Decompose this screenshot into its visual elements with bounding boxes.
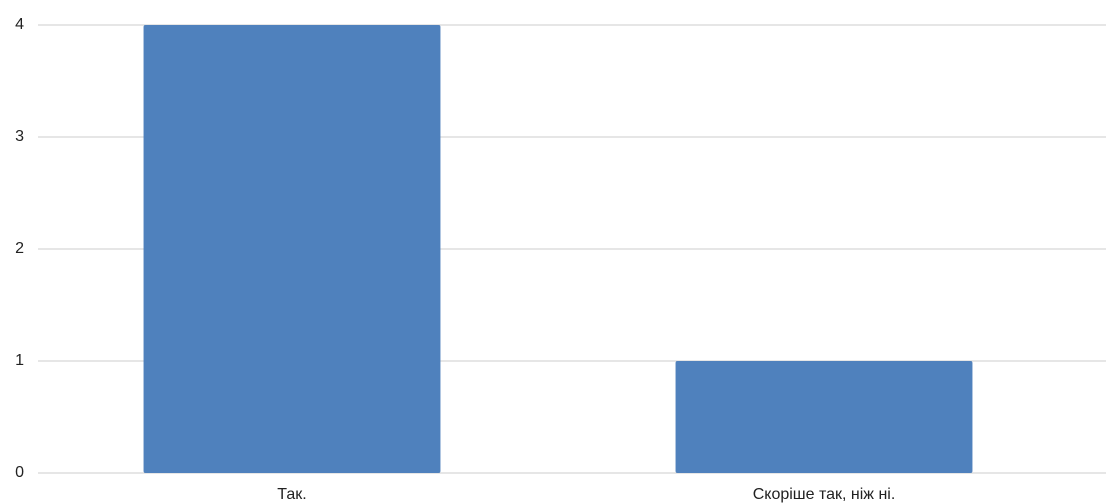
y-tick-label: 2	[15, 240, 24, 257]
x-tick-label: Так.	[277, 486, 306, 503]
y-tick-label: 0	[15, 464, 24, 481]
bar	[675, 361, 973, 473]
y-tick-label: 4	[15, 16, 24, 33]
y-tick-label: 3	[15, 128, 24, 145]
bar	[143, 25, 441, 473]
x-tick-label: Скоріше так, ніж ні.	[753, 486, 896, 503]
y-tick-label: 1	[15, 352, 24, 369]
